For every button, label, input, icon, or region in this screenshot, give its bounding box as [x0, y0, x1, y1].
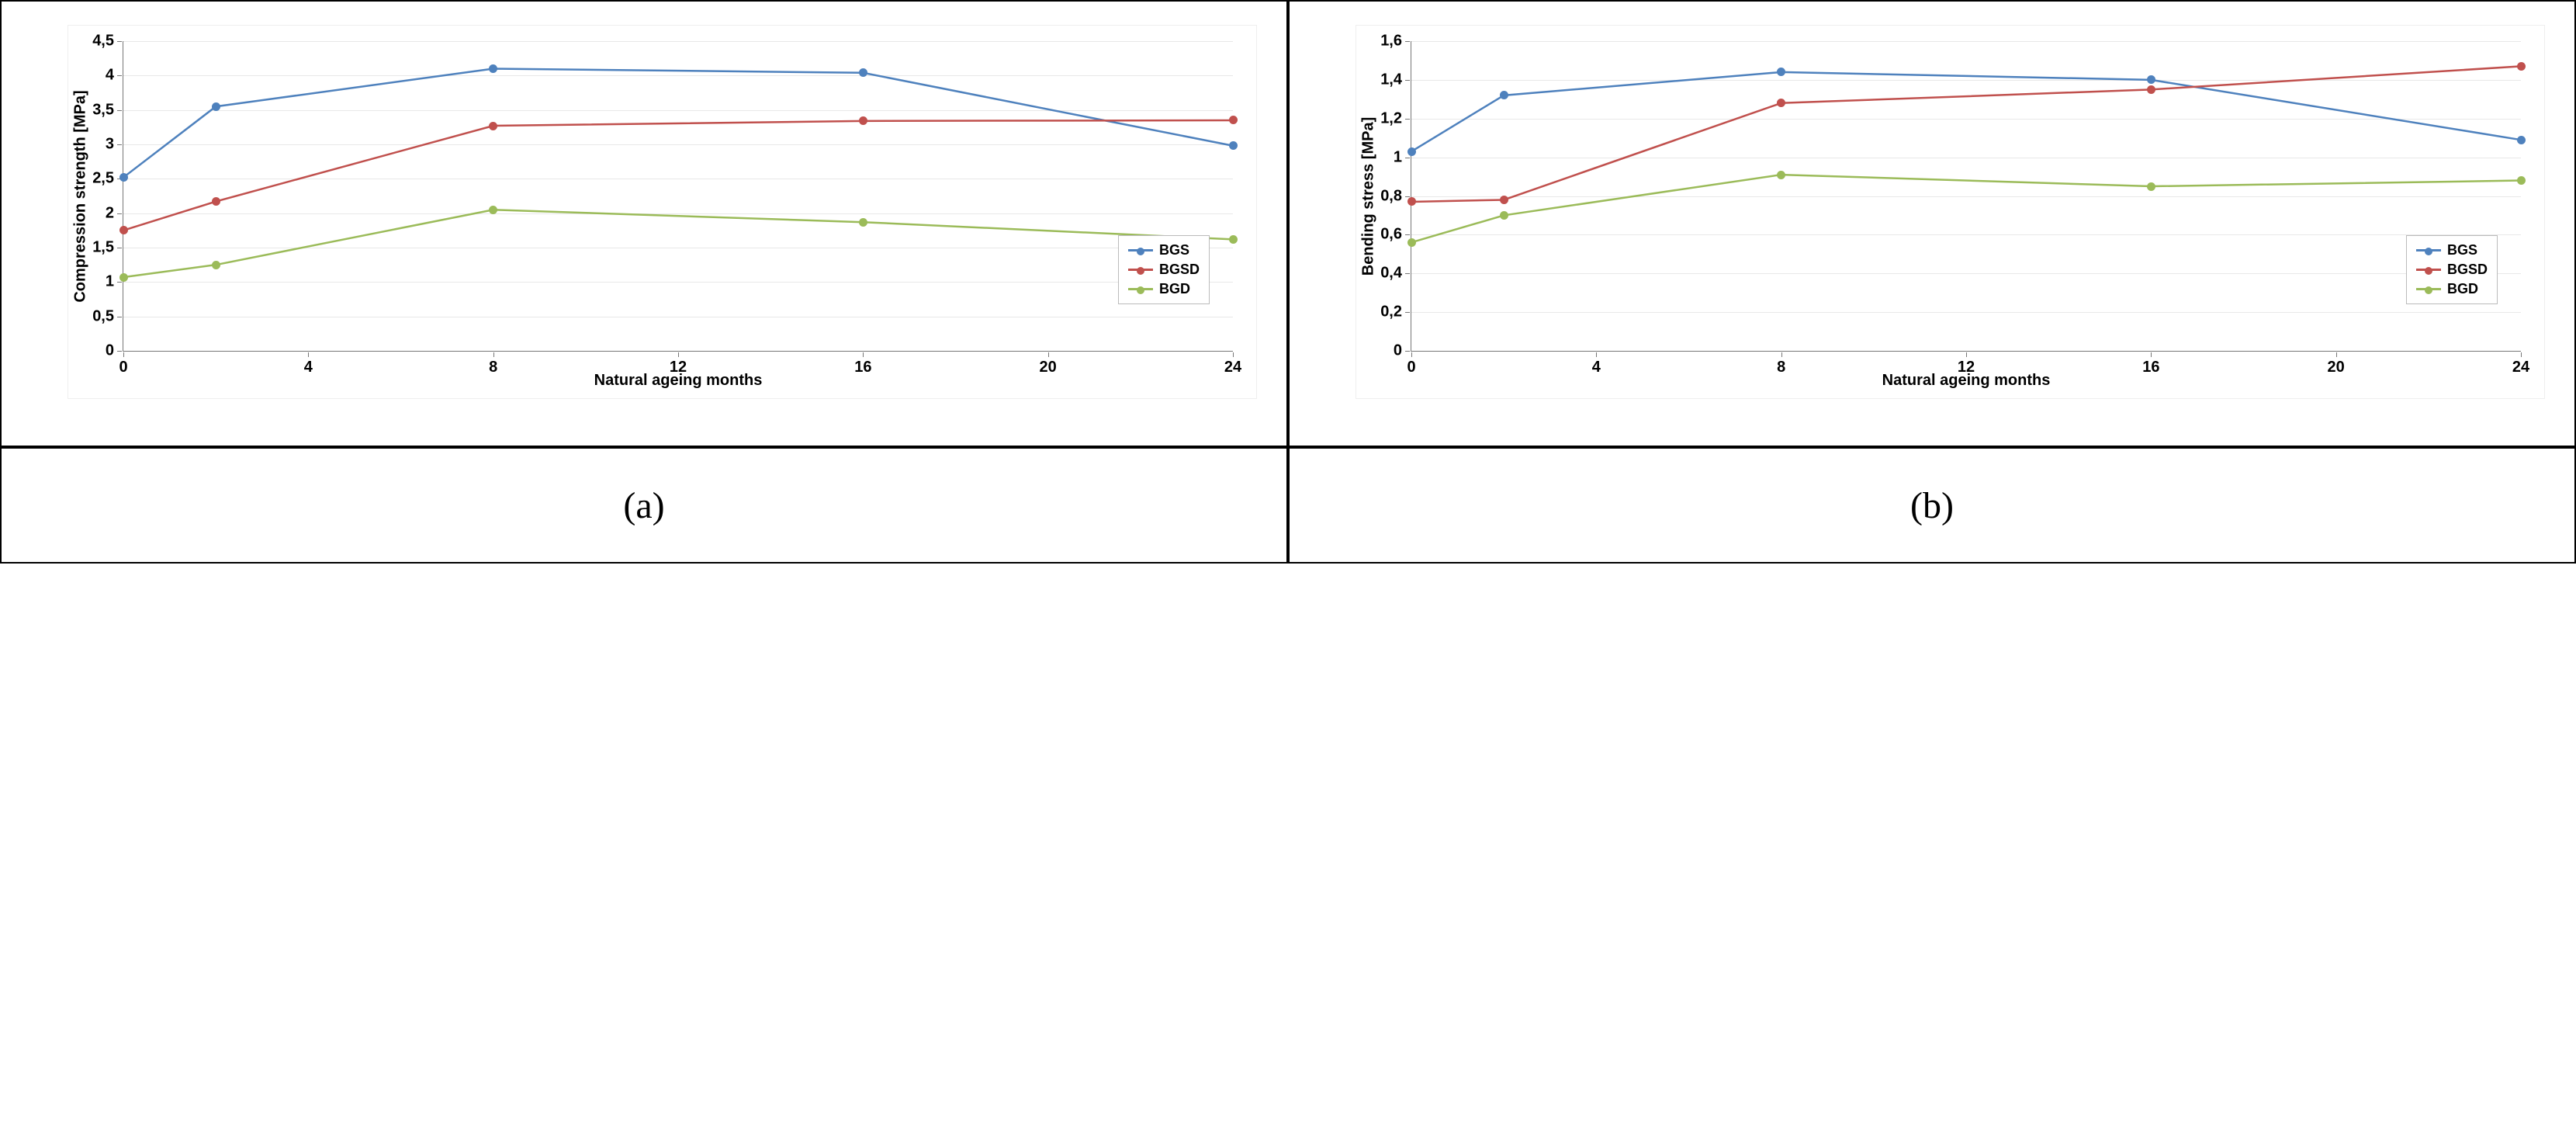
- tick-x-label: 8: [1777, 351, 1785, 376]
- tick-y-label: 3: [106, 135, 123, 153]
- tick-y-label: 0,4: [1380, 265, 1411, 283]
- legend-label: BGSD: [1159, 262, 1200, 278]
- legend-label: BGS: [2447, 242, 2477, 258]
- tick-x-label: 0: [1407, 351, 1415, 376]
- tick-y-label: 2,5: [92, 170, 123, 188]
- tick-y-label: 0,6: [1380, 226, 1411, 244]
- tick-x-label: 20: [1040, 351, 1057, 376]
- tick-x-label: 8: [489, 351, 497, 376]
- tick-y-label: 1: [1394, 148, 1411, 166]
- legend-item: BGD: [2416, 279, 2488, 299]
- legend: BGS BGSD BGD: [1118, 235, 1210, 304]
- legend-item: BGS: [1128, 241, 1200, 260]
- panel-label-a: (a): [0, 447, 1288, 564]
- series-line: [123, 120, 1233, 231]
- legend-item: BGD: [1128, 279, 1200, 299]
- legend-item: BGSD: [2416, 260, 2488, 279]
- tick-x-label: 20: [2328, 351, 2345, 376]
- tick-y-label: 1,5: [92, 238, 123, 256]
- tick-y-label: 0,8: [1380, 187, 1411, 205]
- tick-y-label: 0,2: [1380, 303, 1411, 321]
- tick-x-label: 16: [854, 351, 871, 376]
- panel-b-caption: (b): [1910, 484, 1954, 527]
- axis-label-y: Compression strength [MPa]: [72, 90, 90, 302]
- chart-cell-a: 00,511,522,533,544,504812162024Compressi…: [0, 0, 1288, 447]
- legend-label: BGD: [2447, 281, 2478, 297]
- legend-label: BGS: [1159, 242, 1189, 258]
- tick-y-label: 1,6: [1380, 33, 1411, 50]
- figure-grid: 00,511,522,533,544,504812162024Compressi…: [0, 0, 2576, 564]
- tick-x-label: 4: [304, 351, 313, 376]
- tick-y-label: 1,2: [1380, 109, 1411, 127]
- tick-y-label: 4,5: [92, 33, 123, 50]
- axis-label-x: Natural ageing months: [1882, 372, 2051, 390]
- tick-x-label: 24: [1224, 351, 1241, 376]
- legend-item: BGSD: [1128, 260, 1200, 279]
- axis-label-x: Natural ageing months: [594, 372, 763, 390]
- tick-y-label: 2: [106, 204, 123, 222]
- tick-y-label: 1,4: [1380, 71, 1411, 88]
- legend-item: BGS: [2416, 241, 2488, 260]
- tick-y-label: 1: [106, 273, 123, 291]
- chart-a: 00,511,522,533,544,504812162024Compressi…: [9, 25, 1265, 399]
- legend: BGS BGSD BGD: [2406, 235, 2498, 304]
- tick-x-label: 4: [1592, 351, 1601, 376]
- series-line: [1411, 175, 2521, 242]
- series-line: [123, 210, 1233, 277]
- tick-x-label: 0: [119, 351, 127, 376]
- chart-cell-b: 00,20,40,60,811,21,41,604812162024Bendin…: [1288, 0, 2576, 447]
- legend-label: BGD: [1159, 281, 1190, 297]
- tick-y-label: 4: [106, 67, 123, 85]
- tick-y-label: 0,5: [92, 307, 123, 325]
- tick-x-label: 24: [2512, 351, 2529, 376]
- legend-label: BGSD: [2447, 262, 2488, 278]
- panel-label-b: (b): [1288, 447, 2576, 564]
- tick-x-label: 16: [2142, 351, 2159, 376]
- tick-y-label: 3,5: [92, 101, 123, 119]
- axis-label-y: Bending stress [MPa]: [1360, 116, 1378, 275]
- chart-b: 00,20,40,60,811,21,41,604812162024Bendin…: [1297, 25, 2553, 399]
- series-line: [1411, 72, 2521, 151]
- panel-a-caption: (a): [623, 484, 664, 527]
